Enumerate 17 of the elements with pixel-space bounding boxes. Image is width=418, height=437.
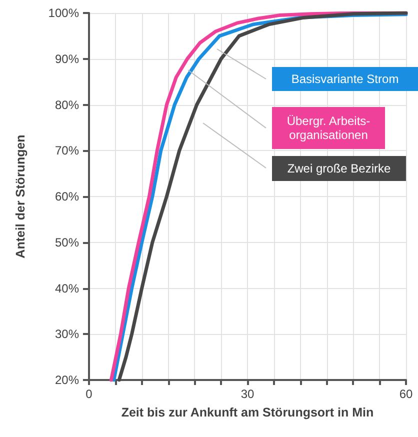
y-tick-label: 30% [54, 327, 80, 342]
y-tick-label: 100% [48, 6, 80, 20]
x-tick-label: 60 [399, 387, 413, 401]
text: Zwei große Bezirke [287, 162, 392, 176]
y-axis-title: Anteil der Störungen [14, 134, 28, 258]
y-tick-label: 20% [54, 373, 80, 387]
x-tick-label: 30 [240, 387, 254, 401]
y-tick-label: 60% [54, 190, 80, 204]
y-tick-label: 40% [54, 281, 80, 296]
x-tick-label: 0 [86, 387, 93, 401]
y-tick-label: 90% [54, 52, 80, 66]
text: Übergr. Arbeits- organisationen [286, 114, 370, 142]
y-tick-label: 70% [54, 144, 80, 158]
text: Basisvariante Strom [291, 72, 399, 86]
y-tick-label: 80% [54, 98, 80, 112]
y-tick-label: 50% [54, 235, 80, 250]
x-axis-title: Zeit bis zur Ankunft am Störungsort in Min [121, 406, 374, 420]
